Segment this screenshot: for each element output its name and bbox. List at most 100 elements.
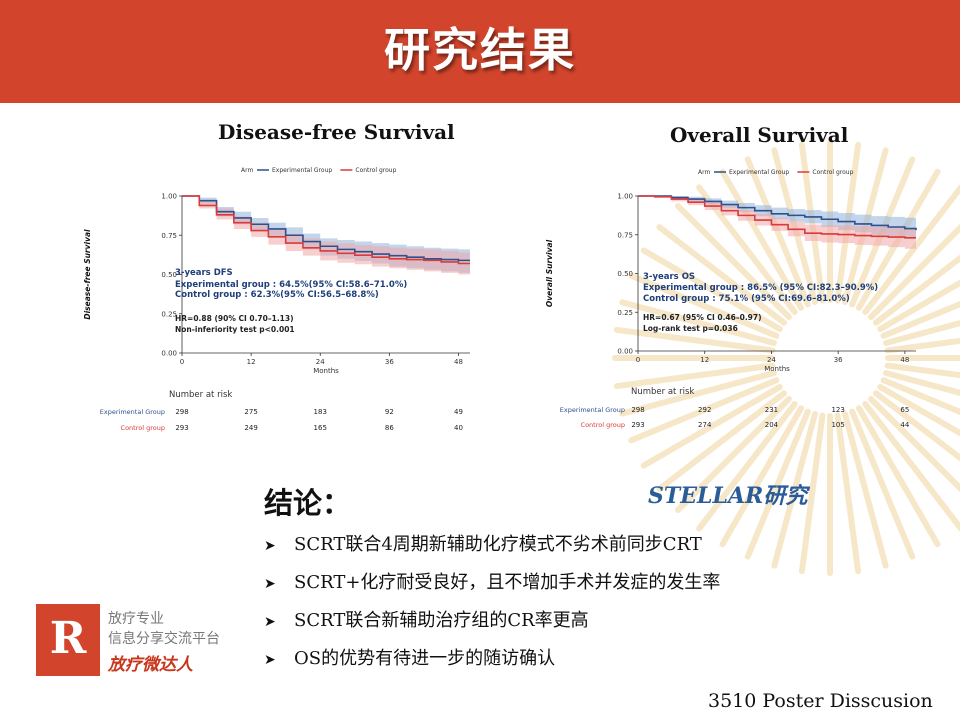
sunburst-ray (719, 168, 804, 311)
sunburst-ray (877, 279, 960, 332)
y-tick-label: 1.00 (161, 193, 177, 201)
sunburst-ray (771, 411, 818, 569)
risk-count: 44 (900, 421, 909, 429)
sunburst-ray (613, 362, 776, 390)
y-tick-label: 0.75 (161, 232, 177, 240)
sunburst-ray (884, 362, 960, 379)
study-name: STELLAR研究 (648, 483, 808, 509)
risk-count: 49 (454, 408, 463, 416)
stats-annotation: 3-years OS (643, 272, 695, 282)
os-chart-title: Overall Survival (670, 123, 849, 147)
sunburst-ray (862, 401, 960, 532)
sunburst-ray (656, 390, 787, 492)
risk-count: 105 (831, 421, 844, 429)
risk-count: 231 (765, 406, 778, 414)
sunburst-ray (877, 384, 960, 437)
y-axis-label: Overall Survival (545, 239, 554, 307)
sunburst-ray (640, 384, 783, 469)
x-tick-label: 0 (180, 358, 184, 366)
risk-row-label: Control group (121, 424, 165, 432)
sunburst-ray (619, 299, 777, 346)
risk-count: 204 (765, 421, 779, 429)
ci-band (638, 196, 916, 249)
y-tick-label: 0.25 (617, 309, 633, 317)
risk-count: 40 (454, 424, 463, 432)
sunburst-ray (674, 396, 792, 514)
survival-curve (638, 195, 916, 239)
x-tick-label: 48 (900, 356, 909, 364)
risk-count: 86 (385, 424, 394, 432)
background-sunburst (612, 140, 960, 576)
stats-annotation: HR=0.88 (90% CI 0.70–1.13) (175, 314, 294, 323)
sunburst-ray (856, 405, 941, 548)
conclusion-item: ➤ SCRT+化疗耐受良好，且不增加手术并发症的发生率 (264, 568, 720, 606)
risk-count: 249 (244, 424, 257, 432)
conclusion-text: SCRT+化疗耐受良好，且不增加手术并发症的发生率 (294, 572, 721, 593)
risk-table-title: Number at risk (169, 390, 232, 400)
legend-title: Arm (698, 169, 710, 176)
sunburst-ray (696, 401, 798, 532)
logo-brand-name: 放疗微达人 (108, 655, 193, 675)
sunburst-ray (640, 247, 783, 332)
logo-line-2: 信息分享交流平台 (108, 631, 220, 647)
legend-label: Experimental Group (272, 167, 332, 174)
title-banner (0, 0, 960, 103)
sunburst-ray (842, 411, 889, 569)
stats-annotation: Experimental group : 86.5% (95% CI:82.3–… (643, 283, 878, 293)
sunburst-ray (628, 377, 780, 444)
sunburst-ray (883, 370, 960, 396)
risk-count: 298 (175, 408, 188, 416)
sunburst-ray (880, 377, 960, 416)
conclusion-title: 结论： (264, 486, 352, 520)
sunburst-ray (883, 320, 960, 346)
risk-count: 292 (698, 406, 711, 414)
legend-label: Control group (355, 167, 396, 174)
brand-logo: R 放疗专业 信息分享交流平台 放疗微达人 (36, 604, 236, 676)
sunburst-ray (619, 370, 777, 417)
chart-legend: Arm Experimental Group Control group (698, 169, 854, 176)
y-axis-label: Disease-free Survival (83, 229, 92, 320)
sunburst-ray (884, 337, 960, 354)
risk-count: 65 (900, 406, 909, 414)
risk-count: 165 (314, 424, 327, 432)
sunburst-ray (674, 202, 792, 320)
sunburst-ray (868, 396, 960, 493)
risk-row-label: Experimental Group (100, 408, 165, 416)
risk-count: 293 (631, 421, 644, 429)
x-tick-label: 12 (247, 358, 256, 366)
legend-label: Control group (812, 169, 853, 176)
sunburst-ray (719, 405, 804, 548)
legend-label: Experimental Group (729, 169, 789, 176)
chart-legend: Arm Experimental Group Control group (241, 167, 397, 174)
y-tick-label: 0.00 (617, 348, 633, 356)
x-tick-label: 36 (385, 358, 394, 366)
logo-letter: R (49, 613, 87, 664)
logo-badge (36, 604, 100, 676)
risk-count: 92 (385, 408, 394, 416)
stats-annotation: Non-inferiority test p<0.001 (175, 325, 295, 334)
risk-count: 298 (631, 406, 644, 414)
survival-curve (638, 195, 917, 231)
x-tick-label: 48 (454, 358, 463, 366)
sunburst-ray (628, 272, 780, 339)
risk-row-label: Control group (581, 421, 625, 429)
sunburst-ray (613, 326, 776, 354)
risk-count: 183 (314, 408, 327, 416)
legend-title: Arm (241, 167, 253, 174)
x-axis-label: Months (764, 365, 790, 373)
x-axis-label: Months (313, 367, 339, 375)
footer-session: 3510 Poster Disscusion (708, 690, 933, 712)
sunburst-ray (868, 223, 960, 320)
stats-annotation: Control group : 75.1% (95% CI:69.6–81.0%… (643, 294, 850, 304)
risk-count: 293 (175, 424, 188, 432)
y-tick-label: 0.50 (617, 270, 633, 278)
risk-table-title: Number at risk (631, 387, 694, 397)
risk-row-label: Experimental Group (560, 406, 625, 414)
sunburst-ray (834, 412, 862, 575)
stats-annotation: Log-rank test p=0.036 (643, 324, 738, 333)
arrow-bullet-icon: ➤ (264, 652, 276, 668)
sunburst-ray (873, 254, 960, 326)
y-tick-label: 0.25 (161, 310, 177, 318)
sunburst-ray (744, 408, 811, 560)
os-km-chart: Arm Experimental Group Control group 0.00 0.… (545, 169, 917, 429)
